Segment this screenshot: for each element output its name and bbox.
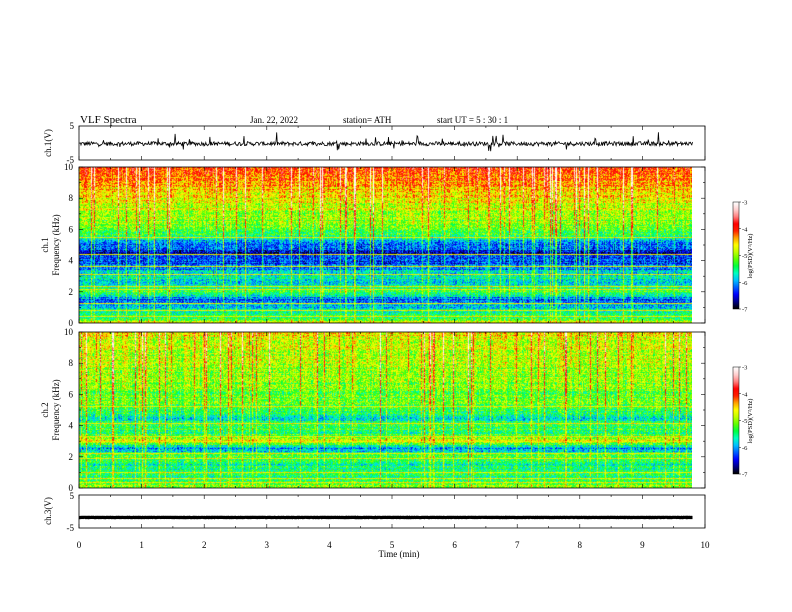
colorbar-tick-label: -7 [742, 472, 748, 479]
frequency-tick-label: 10 [64, 162, 74, 172]
ch1-ylabel: ch.1(V) [43, 129, 53, 157]
figure-title: VLF Spectra [80, 114, 137, 126]
colorbar-tick-label: -3 [742, 200, 747, 207]
ch1-frequency-ticks: 0 2 4 6 8 10 [64, 162, 705, 328]
ch2-frequency-ticks: 0 2 4 6 8 10 [64, 327, 705, 493]
time-axis-label: Time (min) [379, 549, 420, 559]
frequency-tick-label: 6 [69, 224, 74, 234]
colorbar-tick-label: -4 [742, 391, 748, 398]
frequency-tick-label: 8 [69, 193, 74, 203]
time-tick-label: 6 [452, 540, 457, 550]
frequency-tick-label: 6 [69, 389, 74, 399]
ch2-spectrogram-image [79, 332, 692, 488]
ch1-spectrogram-image [79, 167, 692, 323]
colorbar-tick-label: -5 [742, 253, 747, 260]
ch2-frequency-axis-label: Frequency (kHz) [51, 379, 61, 440]
colorbar-tick-label: -7 [742, 307, 748, 314]
time-tick-label: 7 [515, 540, 520, 550]
ch2-colorbar-ticks: -3 -4 -5 -6 -7 [739, 365, 748, 479]
frequency-tick-label: 2 [69, 452, 74, 462]
colorbar-tick-label: -3 [742, 365, 747, 372]
station-label: station= ATH [343, 115, 392, 125]
ch1-frequency-axis-label: Frequency (kHz) [51, 214, 61, 275]
ch1-colorbar [733, 202, 739, 309]
time-axis-ticks: 0 1 2 3 4 5 6 7 8 9 10 [77, 126, 710, 550]
frequency-tick-label: 0 [69, 318, 74, 328]
time-tick-label: 10 [701, 540, 711, 550]
time-tick-label: 2 [202, 540, 207, 550]
start-time-label: start UT = 5 : 30 : 1 [437, 115, 508, 125]
ch3-waveform-frame [78, 494, 706, 529]
ch1-ytick-top: 5 [70, 121, 75, 131]
ch2-colorbar-label: log(PSD)(V²/Hz) [747, 399, 754, 444]
time-tick-label: 3 [265, 540, 270, 550]
frequency-tick-label: 8 [69, 358, 74, 368]
time-tick-label: 5 [390, 540, 395, 550]
colorbar-tick-label: -5 [742, 418, 747, 425]
time-tick-label: 4 [327, 540, 332, 550]
time-tick-label: 9 [640, 540, 645, 550]
ch1-colorbar-label: log(PSD)(V²/Hz) [747, 234, 754, 279]
time-tick-label: 0 [77, 540, 82, 550]
ch1-channel-label: ch.1 [40, 237, 50, 252]
ch3-ytick-bottom: -5 [67, 523, 75, 533]
ch1-ytick-bottom: -5 [67, 155, 75, 165]
frequency-tick-label: 2 [69, 287, 74, 297]
frequency-tick-label: 4 [69, 256, 74, 266]
time-tick-label: 8 [578, 540, 583, 550]
colorbar-tick-label: -4 [742, 226, 748, 233]
time-tick-label: 1 [139, 540, 144, 550]
ch2-colorbar [733, 367, 739, 474]
ch3-waveform-panel: 5 -5 ch.3(V) [43, 491, 706, 533]
ch1-waveform-panel: 5 -5 ch.1(V) [43, 121, 706, 165]
ch3-ylabel: ch.3(V) [43, 497, 53, 525]
ch1-colorbar-ticks: -3 -4 -5 -6 -7 [739, 200, 748, 314]
frequency-tick-label: 0 [69, 483, 74, 493]
ch3-ytick-top: 5 [70, 491, 75, 501]
ch2-channel-label: ch.2 [40, 402, 50, 417]
date-label: Jan. 22, 2022 [250, 115, 298, 125]
ch1-waveform-trace [78, 132, 693, 152]
frequency-tick-label: 4 [69, 421, 74, 431]
colorbar-tick-label: -6 [742, 280, 748, 287]
frequency-tick-label: 10 [64, 327, 74, 337]
colorbar-tick-label: -6 [742, 445, 748, 452]
